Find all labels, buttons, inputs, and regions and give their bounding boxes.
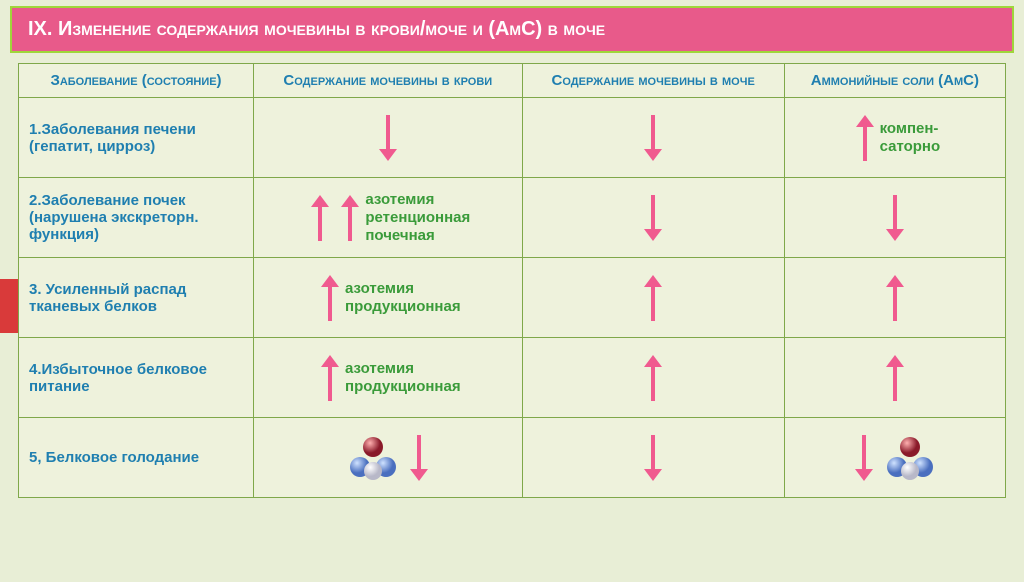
amc-cell: компен-саторно [784, 98, 1005, 178]
arrow-up-icon [886, 355, 904, 401]
blood-cell: азотемияпродукционная [254, 338, 523, 418]
amc-cell [784, 418, 1005, 498]
amc-cell [784, 338, 1005, 418]
arrow-down-icon [644, 435, 662, 481]
urine-cell [522, 178, 784, 258]
disease-cell: 4.Избыточное белковое питание [19, 338, 254, 418]
cell-note: компен-саторно [880, 120, 941, 156]
amc-cell [784, 258, 1005, 338]
disease-cell: 3. Усиленный распад тканевых белков [19, 258, 254, 338]
col-amc: Аммонийные соли (АмС) [784, 64, 1005, 98]
title-text: IX. Изменение содержания мочевины в кров… [28, 18, 605, 40]
arrow-up-icon [644, 355, 662, 401]
arrow-down-icon [410, 435, 428, 481]
disease-cell: 2.Заболевание почек (нарушена экскреторн… [19, 178, 254, 258]
table-row: 4.Избыточное белковое питание азотемияпро… [19, 338, 1006, 418]
table-row: 1.Заболевания печени (гепатит, цирроз) ко… [19, 98, 1006, 178]
cell-note: азотемияретенционнаяпочечная [365, 191, 470, 245]
table-row: 2.Заболевание почек (нарушена экскреторн… [19, 178, 1006, 258]
blood-cell [254, 418, 523, 498]
urine-cell [522, 338, 784, 418]
col-blood: Содержание мочевины в крови [254, 64, 523, 98]
arrow-down-icon [644, 195, 662, 241]
arrow-down-icon [886, 195, 904, 241]
molecule-icon [348, 435, 398, 481]
arrow-up-icon [321, 355, 339, 401]
table-header-row: Заболевание (состояние) Содержание мочев… [19, 64, 1006, 98]
urea-table: Заболевание (состояние) Содержание мочев… [18, 63, 1006, 498]
arrow-up-icon [321, 275, 339, 321]
amc-cell [784, 178, 1005, 258]
arrow-up-icon [856, 115, 874, 161]
urine-cell [522, 418, 784, 498]
disease-cell: 5, Белковое голодание [19, 418, 254, 498]
table-row: 5, Белковое голодание [19, 418, 1006, 498]
urine-cell [522, 258, 784, 338]
blood-cell: азотемияпродукционная [254, 258, 523, 338]
blood-cell [254, 98, 523, 178]
cell-note: азотемияпродукционная [345, 280, 461, 316]
arrow-down-icon [644, 115, 662, 161]
arrow-down-icon [855, 435, 873, 481]
red-side-accent [0, 279, 18, 333]
blood-cell: азотемияретенционнаяпочечная [254, 178, 523, 258]
arrow-up-icon [341, 195, 359, 241]
table-body: 1.Заболевания печени (гепатит, цирроз) ко… [19, 98, 1006, 498]
table-row: 3. Усиленный распад тканевых белков азоте… [19, 258, 1006, 338]
molecule-icon [885, 435, 935, 481]
col-disease: Заболевание (состояние) [19, 64, 254, 98]
cell-note: азотемияпродукционная [345, 360, 461, 396]
page-title: IX. Изменение содержания мочевины в кров… [10, 6, 1014, 53]
col-urine: Содержание мочевины в моче [522, 64, 784, 98]
arrow-up-icon [644, 275, 662, 321]
urine-cell [522, 98, 784, 178]
arrow-up-icon [311, 195, 329, 241]
arrow-down-icon [379, 115, 397, 161]
disease-cell: 1.Заболевания печени (гепатит, цирроз) [19, 98, 254, 178]
arrow-up-icon [886, 275, 904, 321]
